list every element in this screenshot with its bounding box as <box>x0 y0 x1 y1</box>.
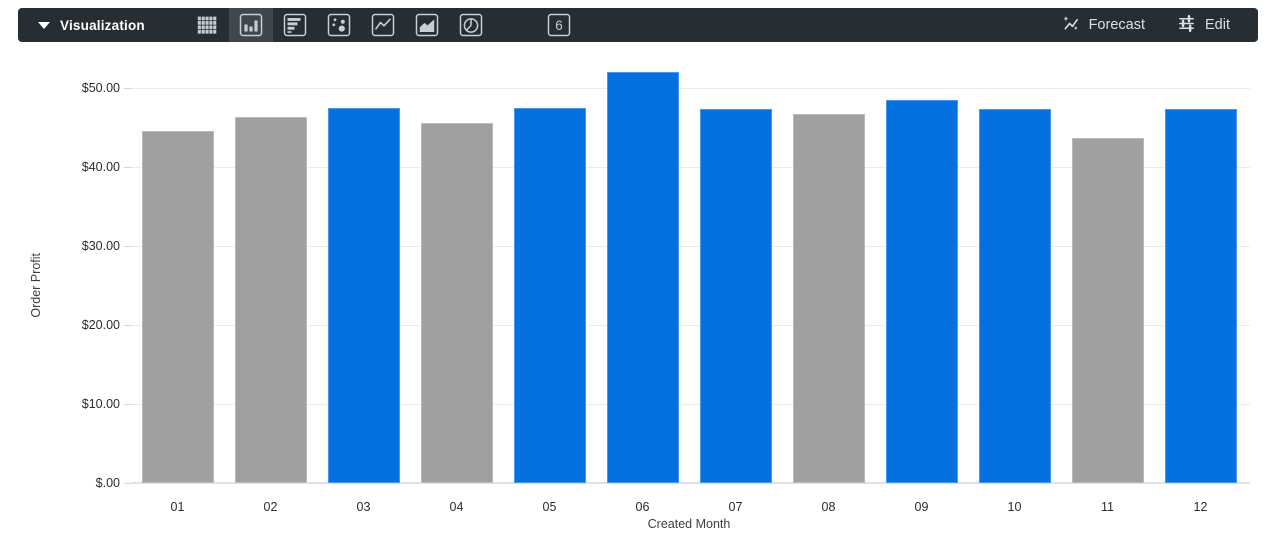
x-axis-tick-label: 03 <box>356 500 371 514</box>
forecast-sparkle-icon <box>1061 14 1080 37</box>
toolbar-title: Visualization <box>60 17 145 33</box>
bar-month-08[interactable] <box>792 114 865 483</box>
table-icon[interactable] <box>185 8 229 42</box>
x-axis-tick-label: 04 <box>449 500 464 514</box>
pie-chart-icon[interactable] <box>449 8 493 42</box>
bar-month-07[interactable] <box>699 109 772 483</box>
x-axis-tick-label: 01 <box>170 500 185 514</box>
line-chart-icon[interactable] <box>361 8 405 42</box>
visualization-toolbar: Visualization undefined 6 undefined Foreca… <box>18 8 1258 42</box>
y-axis-tick-label: $.00 <box>95 476 120 490</box>
toolbar-actions: Forecast <box>1061 8 1258 42</box>
bar-month-01[interactable] <box>141 131 214 483</box>
bar-month-02[interactable] <box>234 117 307 483</box>
column-chart-icon[interactable] <box>229 8 273 42</box>
x-axis-tick-label: 07 <box>728 500 743 514</box>
x-axis-tick-label: 06 <box>635 500 650 514</box>
gridline <box>131 167 1250 168</box>
gridline <box>131 246 1250 247</box>
y-axis-title-wrap: Order Profit <box>26 88 46 483</box>
gridline <box>131 325 1250 326</box>
area-chart-icon[interactable] <box>405 8 449 42</box>
bar-chart-icon[interactable] <box>273 8 317 42</box>
y-axis-tick-label: $30.00 <box>81 239 120 253</box>
y-axis-tick-label: $20.00 <box>81 318 120 332</box>
bar-month-09[interactable] <box>885 99 958 483</box>
single-value-icon[interactable]: 6 <box>537 8 581 42</box>
y-axis-tick <box>124 246 131 247</box>
x-axis-tick-label: 12 <box>1193 500 1208 514</box>
x-axis-line <box>131 482 1250 484</box>
bar-month-12[interactable] <box>1164 109 1237 483</box>
y-axis-tick-label: $10.00 <box>81 397 120 411</box>
y-axis-tick <box>124 483 131 484</box>
x-axis-tick-label: 02 <box>263 500 278 514</box>
x-axis-tick-label: 11 <box>1101 500 1114 514</box>
bar-month-10[interactable] <box>978 109 1051 483</box>
visualization-menu-toggle[interactable]: Visualization <box>18 8 145 42</box>
chart-type-switcher: undefined 6 undefined <box>185 8 625 42</box>
bar-month-06[interactable] <box>606 72 679 483</box>
x-axis-tick-label: 09 <box>914 500 929 514</box>
x-axis-tick-label: 10 <box>1007 500 1022 514</box>
edit-button[interactable]: Edit <box>1177 14 1230 37</box>
y-axis-tick <box>124 325 131 326</box>
x-axis-tick-label: 08 <box>821 500 836 514</box>
y-axis-tick <box>124 167 131 168</box>
y-axis-tick <box>124 404 131 405</box>
y-axis-tick-label: $50.00 <box>81 81 120 95</box>
x-axis-tick-label: 05 <box>542 500 557 514</box>
forecast-button[interactable]: Forecast <box>1061 14 1145 37</box>
x-axis-title: Created Month <box>647 517 731 531</box>
map-pin-icon[interactable]: undefined <box>493 8 537 42</box>
gridline <box>131 404 1250 405</box>
more-options-icon[interactable]: undefined <box>581 8 625 42</box>
bar-month-03[interactable] <box>327 107 400 483</box>
svg-text:6: 6 <box>555 18 563 33</box>
bar-month-05[interactable] <box>513 107 586 483</box>
forecast-button-label: Forecast <box>1088 17 1145 33</box>
chevron-down-icon <box>38 21 50 29</box>
edit-button-label: Edit <box>1205 17 1230 33</box>
y-axis-title: Order Profit <box>29 253 43 318</box>
bar-month-11[interactable] <box>1071 137 1144 483</box>
gridline <box>131 88 1250 89</box>
bar-month-04[interactable] <box>420 122 493 483</box>
edit-settings-icon <box>1177 14 1196 37</box>
y-axis-tick <box>124 88 131 89</box>
scatter-plot-icon[interactable] <box>317 8 361 42</box>
y-axis-tick-label: $40.00 <box>81 160 120 174</box>
